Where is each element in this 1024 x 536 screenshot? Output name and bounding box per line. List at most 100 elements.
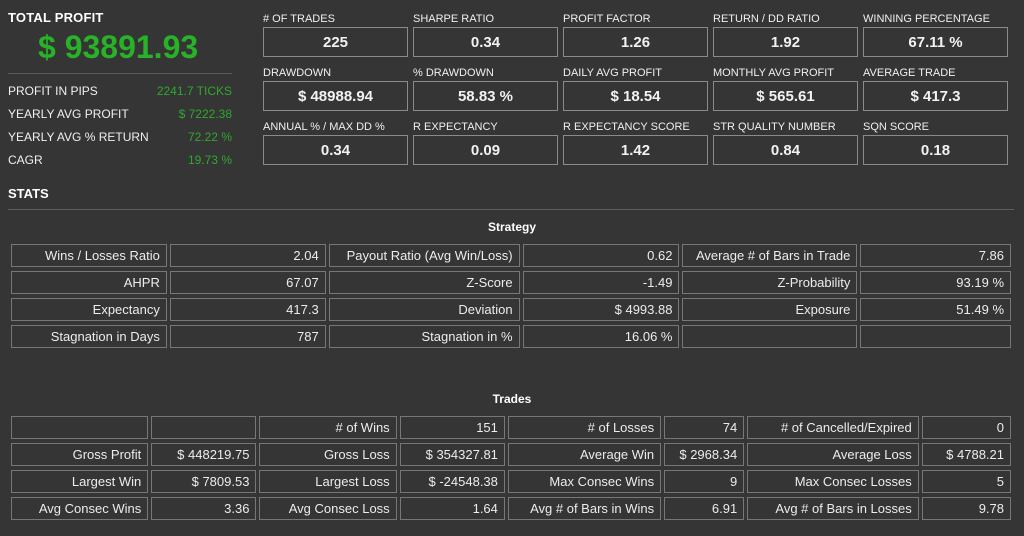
metric-value: 225	[263, 27, 408, 57]
stat-value-cell	[860, 325, 1011, 348]
stat-value-cell: $ 4993.88	[522, 298, 680, 321]
summary-list: PROFIT IN PIPS 2241.7 TICKS YEARLY AVG PRO…	[8, 80, 232, 172]
metric-card: WINNING PERCENTAGE 67.11 %	[863, 12, 1008, 57]
stat-value-cell: 3.36	[151, 497, 257, 520]
stat-value-cell: 67.07	[169, 271, 326, 294]
metric-card: AVERAGE TRADE $ 417.3	[863, 66, 1008, 111]
summary-row-label: PROFIT IN PIPS	[8, 84, 98, 98]
total-profit-label: TOTAL PROFIT	[8, 10, 104, 25]
stats-heading: STATS	[8, 186, 49, 201]
stat-value-cell	[151, 416, 257, 439]
summary-row: PROFIT IN PIPS 2241.7 TICKS	[8, 80, 232, 103]
stat-value-cell: 0	[921, 416, 1011, 439]
summary-row-value: 2241.7 TICKS	[156, 84, 232, 98]
metric-card: STR QUALITY NUMBER 0.84	[713, 120, 858, 165]
divider	[8, 209, 1014, 210]
stat-value-cell: $ -24548.38	[399, 470, 505, 493]
table-row: Expectancy 417.3 Deviation $ 4993.88 Exposur…	[11, 298, 1011, 321]
stat-label-cell: Deviation	[328, 298, 520, 321]
stat-value-cell: -1.49	[522, 271, 680, 294]
table-row: Avg Consec Wins 3.36 Avg Consec Loss 1.64 Av…	[11, 497, 1011, 520]
stat-label-cell: # of Cancelled/Expired	[747, 416, 919, 439]
metrics-grid: # OF TRADES 225 SHARPE RATIO 0.34 PROFIT FAC…	[263, 12, 1013, 165]
metric-value: 1.26	[563, 27, 708, 57]
stat-label-cell: # of Wins	[259, 416, 397, 439]
stat-value-cell: 51.49 %	[860, 298, 1011, 321]
strategy-table: Wins / Losses Ratio 2.04 Payout Ratio (Avg…	[8, 240, 1014, 352]
table-row: Stagnation in Days 787 Stagnation in % 16.0…	[11, 325, 1011, 348]
stat-value-cell: 5	[921, 470, 1011, 493]
metric-value: 1.92	[713, 27, 858, 57]
summary-row-value: 72.22 %	[187, 130, 232, 144]
stat-label-cell: Max Consec Losses	[747, 470, 919, 493]
stat-value-cell: $ 7809.53	[151, 470, 257, 493]
metric-card: DAILY AVG PROFIT $ 18.54	[563, 66, 708, 111]
metric-value: 0.34	[413, 27, 558, 57]
summary-row-label: YEARLY AVG % RETURN	[8, 130, 149, 144]
stat-label-cell: Payout Ratio (Avg Win/Loss)	[328, 244, 520, 267]
stat-label-cell: Avg Consec Wins	[11, 497, 149, 520]
stat-label-cell: Expectancy	[11, 298, 167, 321]
metrics-panel: # OF TRADES 225 SHARPE RATIO 0.34 PROFIT FAC…	[263, 12, 1013, 165]
stat-label-cell	[11, 416, 149, 439]
metric-label: ANNUAL % / MAX DD %	[263, 121, 385, 133]
stat-value-cell: 0.62	[522, 244, 680, 267]
table-row: Gross Profit $ 448219.75 Gross Loss $ 35432…	[11, 443, 1011, 466]
trades-table: # of Wins 151 # of Losses 74 # of Cancelled/…	[8, 412, 1014, 524]
stat-label-cell: Avg # of Bars in Losses	[747, 497, 919, 520]
metric-value: 0.09	[413, 135, 558, 165]
stat-value-cell: 787	[169, 325, 326, 348]
metric-label: MONTHLY AVG PROFIT	[713, 67, 835, 79]
stat-label-cell: Gross Loss	[259, 443, 397, 466]
metric-card: SHARPE RATIO 0.34	[413, 12, 558, 57]
stat-value-cell: 1.64	[399, 497, 505, 520]
stat-value-cell: 151	[399, 416, 505, 439]
table-row: # of Wins 151 # of Losses 74 # of Cancelled/…	[11, 416, 1011, 439]
summary-row-value: $ 7222.38	[178, 107, 232, 121]
metric-label: DAILY AVG PROFIT	[563, 67, 663, 79]
stat-label-cell: Max Consec Wins	[507, 470, 662, 493]
metric-value: 0.84	[713, 135, 858, 165]
metric-card: DRAWDOWN $ 48988.94	[263, 66, 408, 111]
stat-label-cell: Exposure	[682, 298, 858, 321]
stat-value-cell: $ 2968.34	[664, 443, 745, 466]
metric-label: SQN SCORE	[863, 121, 930, 133]
metric-label: PROFIT FACTOR	[563, 13, 651, 25]
stat-label-cell: # of Losses	[507, 416, 662, 439]
stat-label-cell: Average # of Bars in Trade	[682, 244, 858, 267]
metric-card: RETURN / DD RATIO 1.92	[713, 12, 858, 57]
stat-value-cell: 417.3	[169, 298, 326, 321]
total-profit-panel: TOTAL PROFIT $ 93891.93 PROFIT IN PIPS 22…	[8, 10, 232, 172]
metric-card: R EXPECTANCY SCORE 1.42	[563, 120, 708, 165]
metric-label: SHARPE RATIO	[413, 13, 495, 25]
metric-card: MONTHLY AVG PROFIT $ 565.61	[713, 66, 858, 111]
metric-label: STR QUALITY NUMBER	[713, 121, 836, 133]
metric-value: $ 48988.94	[263, 81, 408, 111]
stat-label-cell: Z-Probability	[682, 271, 858, 294]
metric-value: $ 417.3	[863, 81, 1008, 111]
stat-label-cell: Average Win	[507, 443, 662, 466]
stat-label-cell: Z-Score	[328, 271, 520, 294]
metric-label: # OF TRADES	[263, 13, 335, 25]
stat-value-cell: $ 448219.75	[151, 443, 257, 466]
metric-label: WINNING PERCENTAGE	[863, 13, 990, 25]
stat-label-cell: Avg # of Bars in Wins	[507, 497, 662, 520]
metric-value: 1.42	[563, 135, 708, 165]
metric-card: % DRAWDOWN 58.83 %	[413, 66, 558, 111]
stat-value-cell: 6.91	[664, 497, 745, 520]
stat-label-cell: Largest Loss	[259, 470, 397, 493]
stat-value-cell: 74	[664, 416, 745, 439]
stat-value-cell: 16.06 %	[522, 325, 680, 348]
stat-label-cell	[682, 325, 858, 348]
metric-value: $ 565.61	[713, 81, 858, 111]
stat-label-cell: AHPR	[11, 271, 167, 294]
metric-value: $ 18.54	[563, 81, 708, 111]
metric-value: 0.18	[863, 135, 1008, 165]
summary-row-label: CAGR	[8, 153, 43, 167]
metric-card: SQN SCORE 0.18	[863, 120, 1008, 165]
table-row: Wins / Losses Ratio 2.04 Payout Ratio (Avg…	[11, 244, 1011, 267]
stat-value-cell: 7.86	[860, 244, 1011, 267]
metric-label: AVERAGE TRADE	[863, 67, 956, 79]
metric-label: R EXPECTANCY SCORE	[563, 121, 690, 133]
stat-value-cell: 2.04	[169, 244, 326, 267]
